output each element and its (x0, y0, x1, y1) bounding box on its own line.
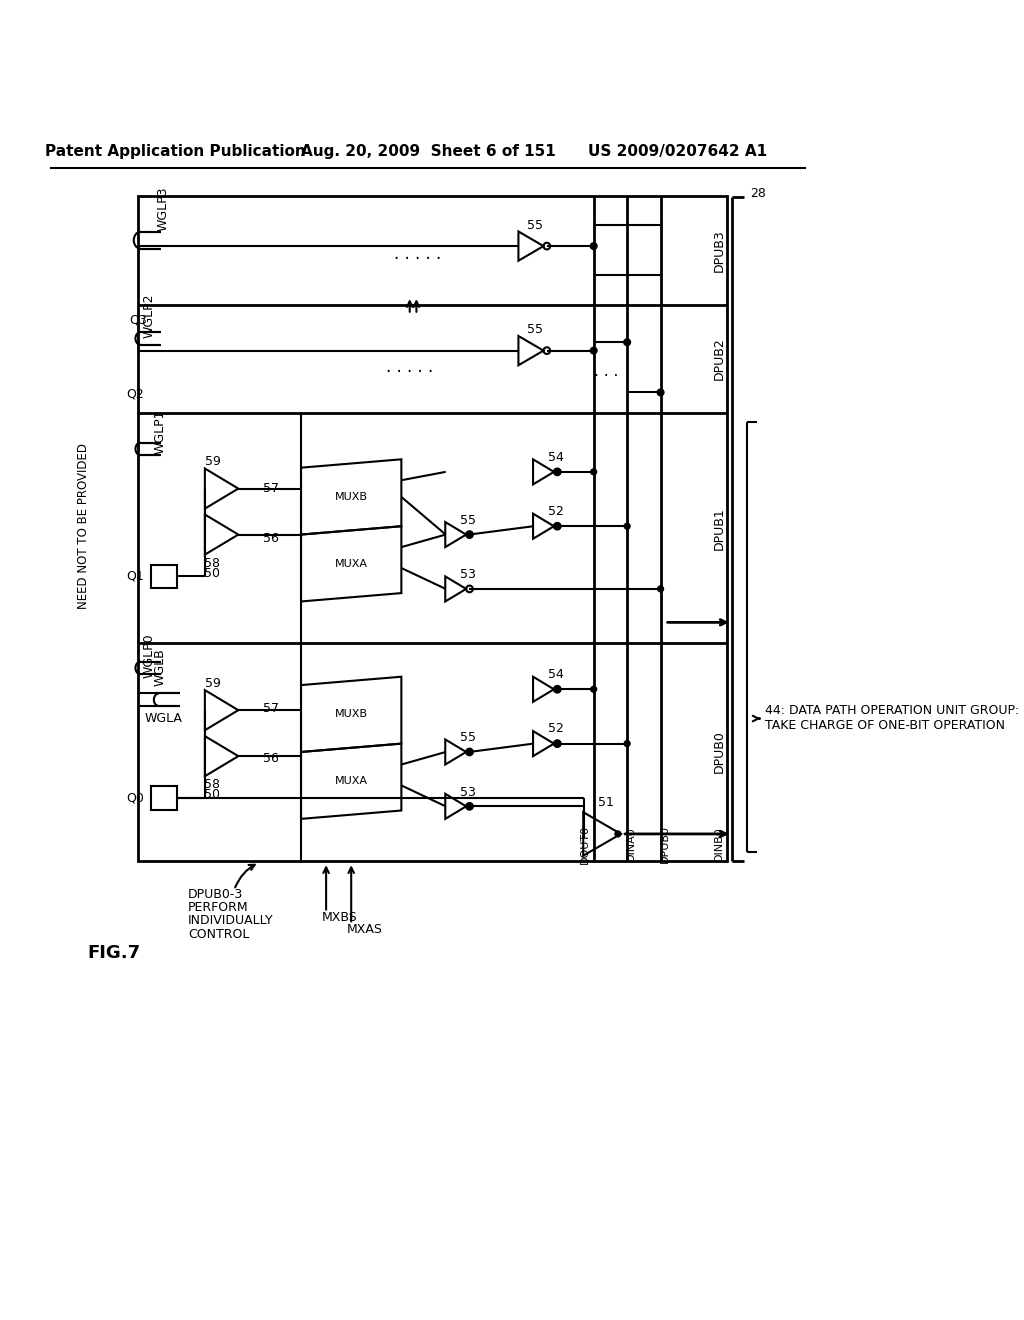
Text: 55: 55 (460, 513, 476, 527)
Text: Aug. 20, 2009  Sheet 6 of 151: Aug. 20, 2009 Sheet 6 of 151 (301, 144, 555, 160)
Text: 55: 55 (526, 219, 543, 232)
Bar (151, 565, 177, 589)
Text: Q0: Q0 (127, 792, 144, 804)
Text: 53: 53 (460, 568, 476, 581)
Circle shape (625, 523, 630, 529)
Text: TAKE CHARGE OF ONE-BIT OPERATION: TAKE CHARGE OF ONE-BIT OPERATION (765, 718, 1006, 731)
Text: 50: 50 (204, 566, 219, 579)
Text: MXBS: MXBS (322, 911, 357, 924)
Text: 55: 55 (526, 323, 543, 337)
Text: 51: 51 (598, 796, 613, 809)
Circle shape (466, 748, 472, 755)
Text: DPUB0: DPUB0 (659, 825, 670, 863)
Text: 56: 56 (263, 752, 280, 766)
Text: FIG.7: FIG.7 (88, 944, 141, 962)
Text: Q1: Q1 (127, 570, 144, 583)
Text: WGLP3: WGLP3 (157, 186, 170, 231)
Circle shape (624, 339, 631, 346)
Text: WGLP2: WGLP2 (142, 293, 156, 338)
Text: 53: 53 (460, 785, 476, 799)
Text: Patent Application Publication: Patent Application Publication (45, 144, 306, 160)
Text: DINB0: DINB0 (714, 826, 724, 862)
Text: 52: 52 (548, 504, 563, 517)
Text: PERFORM: PERFORM (188, 902, 249, 913)
Text: . . . . .: . . . . . (386, 358, 433, 376)
Text: NEED NOT TO BE PROVIDED: NEED NOT TO BE PROVIDED (77, 444, 90, 610)
Text: 56: 56 (263, 532, 280, 545)
Text: MXAS: MXAS (347, 923, 383, 936)
Text: MUXA: MUXA (335, 776, 368, 787)
Text: MUXB: MUXB (335, 492, 368, 502)
Text: 52: 52 (548, 722, 563, 735)
Bar (151, 787, 177, 809)
Text: 54: 54 (548, 451, 563, 465)
Text: 55: 55 (460, 731, 476, 744)
Text: DPUB0-3: DPUB0-3 (188, 887, 244, 900)
Text: 58: 58 (204, 777, 219, 791)
Text: Q2: Q2 (127, 388, 144, 400)
Circle shape (591, 686, 597, 692)
Circle shape (554, 686, 560, 692)
Circle shape (657, 586, 664, 591)
Text: CONTROL: CONTROL (188, 928, 250, 941)
Circle shape (554, 741, 560, 747)
Circle shape (466, 532, 472, 537)
Circle shape (591, 243, 597, 249)
Text: DPUB2: DPUB2 (713, 338, 726, 380)
Text: WGLB: WGLB (154, 648, 167, 685)
Text: 50: 50 (204, 788, 219, 801)
Circle shape (615, 832, 621, 837)
Text: . . .: . . . (594, 364, 618, 379)
Text: DPUB1: DPUB1 (713, 507, 726, 549)
Text: MUXA: MUXA (335, 558, 368, 569)
Circle shape (591, 469, 597, 475)
Circle shape (554, 469, 560, 475)
Text: MUXB: MUXB (335, 709, 368, 719)
Circle shape (591, 347, 597, 354)
Text: 59: 59 (205, 677, 221, 690)
Text: WGLP1: WGLP1 (154, 409, 167, 454)
Text: WGLP0: WGLP0 (142, 634, 156, 678)
Text: 44: DATA PATH OPERATION UNIT GROUP:: 44: DATA PATH OPERATION UNIT GROUP: (765, 704, 1019, 717)
Circle shape (625, 741, 630, 747)
Bar (138, 195, 727, 861)
Circle shape (466, 804, 472, 809)
Text: DINA0: DINA0 (627, 826, 636, 862)
Text: 57: 57 (263, 702, 280, 715)
Text: INDIVIDUALLY: INDIVIDUALLY (188, 915, 273, 928)
Text: WGLA: WGLA (144, 711, 182, 725)
Text: 57: 57 (263, 482, 280, 495)
Text: DPUB0: DPUB0 (713, 730, 726, 774)
Text: US 2009/0207642 A1: US 2009/0207642 A1 (588, 144, 767, 160)
Circle shape (657, 389, 664, 396)
Text: 54: 54 (548, 668, 563, 681)
Text: 28: 28 (750, 187, 766, 199)
Text: 58: 58 (204, 557, 219, 569)
Circle shape (554, 523, 560, 529)
Text: 59: 59 (205, 455, 221, 469)
Text: . . . . .: . . . . . (394, 246, 441, 264)
Text: DPUB3: DPUB3 (713, 228, 726, 272)
Text: Q3: Q3 (129, 313, 146, 326)
Text: DOUT0: DOUT0 (581, 825, 590, 863)
